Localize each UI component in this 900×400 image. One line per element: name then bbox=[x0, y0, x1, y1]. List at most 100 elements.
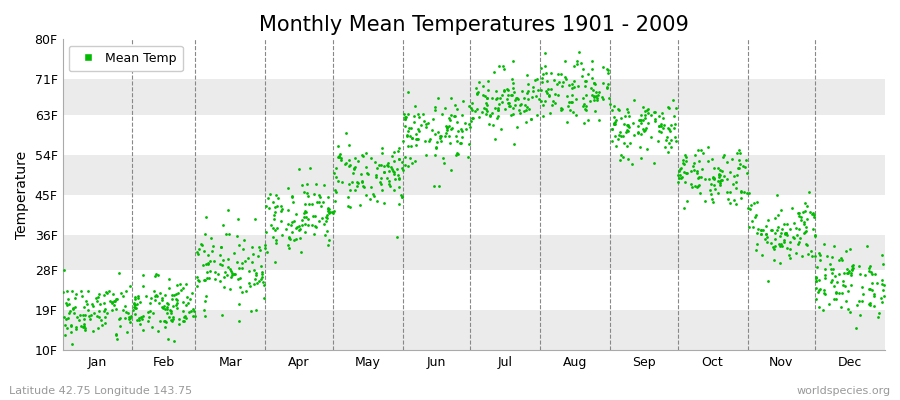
Point bbox=[387, 158, 401, 165]
Point bbox=[289, 211, 303, 218]
Point bbox=[230, 276, 245, 282]
Point bbox=[875, 276, 889, 283]
Point bbox=[255, 263, 269, 269]
Point bbox=[323, 208, 338, 215]
Point bbox=[428, 104, 442, 110]
Point bbox=[148, 292, 163, 298]
Point bbox=[231, 318, 246, 324]
Point bbox=[500, 85, 514, 92]
Point bbox=[647, 109, 662, 116]
Point bbox=[501, 100, 516, 106]
Point bbox=[86, 327, 101, 334]
Point bbox=[183, 296, 197, 302]
Point bbox=[555, 79, 570, 85]
Point bbox=[654, 110, 669, 116]
Point bbox=[541, 86, 555, 92]
Point bbox=[399, 114, 413, 120]
Point bbox=[123, 315, 138, 322]
Point bbox=[312, 193, 327, 200]
Point bbox=[136, 313, 150, 320]
Point bbox=[208, 269, 222, 276]
Point bbox=[113, 315, 128, 322]
Point bbox=[799, 241, 814, 248]
Point bbox=[296, 214, 310, 220]
Point bbox=[198, 298, 212, 305]
Point bbox=[572, 49, 586, 55]
Point bbox=[112, 270, 126, 276]
Point bbox=[75, 293, 89, 300]
Point bbox=[791, 240, 806, 247]
Point bbox=[794, 213, 808, 220]
Point bbox=[677, 205, 691, 212]
Point bbox=[267, 259, 282, 265]
Point bbox=[693, 190, 707, 197]
Point bbox=[790, 232, 805, 238]
Point bbox=[676, 160, 690, 166]
Point bbox=[392, 176, 406, 182]
Point bbox=[770, 192, 785, 198]
Point bbox=[233, 284, 248, 290]
Point bbox=[384, 166, 399, 173]
Point bbox=[720, 176, 734, 182]
Point bbox=[540, 90, 554, 96]
Point bbox=[235, 260, 249, 267]
Point bbox=[97, 299, 112, 306]
Point bbox=[311, 218, 326, 225]
Point bbox=[688, 167, 702, 174]
Point bbox=[86, 302, 100, 309]
Point bbox=[408, 158, 422, 164]
Point bbox=[613, 156, 627, 163]
Point bbox=[720, 159, 734, 166]
Point bbox=[600, 66, 615, 72]
Point bbox=[652, 123, 667, 130]
Point bbox=[510, 94, 525, 101]
Point bbox=[333, 151, 347, 157]
Point bbox=[164, 317, 178, 323]
Point bbox=[490, 114, 504, 121]
Point bbox=[136, 282, 150, 289]
Point bbox=[492, 101, 507, 107]
Point bbox=[806, 210, 820, 216]
Point bbox=[377, 168, 392, 175]
Point bbox=[102, 288, 116, 294]
Point bbox=[583, 98, 598, 104]
Point bbox=[670, 105, 684, 111]
Point bbox=[459, 126, 473, 132]
Point bbox=[750, 199, 764, 205]
Point bbox=[105, 307, 120, 314]
Point bbox=[157, 305, 171, 311]
Point bbox=[400, 133, 414, 139]
Point bbox=[205, 248, 220, 254]
Point bbox=[826, 283, 841, 289]
Point bbox=[818, 272, 832, 278]
Point bbox=[282, 234, 296, 241]
Point bbox=[700, 144, 715, 150]
Point bbox=[648, 116, 662, 122]
Point bbox=[789, 225, 804, 231]
Point bbox=[58, 316, 73, 322]
Point bbox=[267, 208, 282, 215]
Point bbox=[225, 272, 239, 278]
Point bbox=[515, 88, 529, 94]
Point bbox=[667, 125, 681, 132]
Point bbox=[713, 178, 727, 184]
Point bbox=[841, 306, 855, 312]
Point bbox=[641, 120, 655, 127]
Point bbox=[479, 100, 493, 106]
Point bbox=[400, 132, 414, 138]
Point bbox=[428, 107, 443, 114]
Point bbox=[706, 182, 721, 188]
Point bbox=[320, 215, 334, 221]
Point bbox=[212, 261, 227, 268]
Point bbox=[586, 87, 600, 93]
Point bbox=[530, 76, 544, 82]
Point bbox=[268, 204, 283, 210]
Point bbox=[248, 307, 263, 313]
Point bbox=[491, 105, 505, 112]
Point bbox=[799, 224, 814, 230]
Point bbox=[185, 305, 200, 312]
Point bbox=[506, 105, 520, 111]
Point bbox=[855, 297, 869, 304]
Point bbox=[536, 102, 550, 108]
Point bbox=[567, 78, 581, 84]
